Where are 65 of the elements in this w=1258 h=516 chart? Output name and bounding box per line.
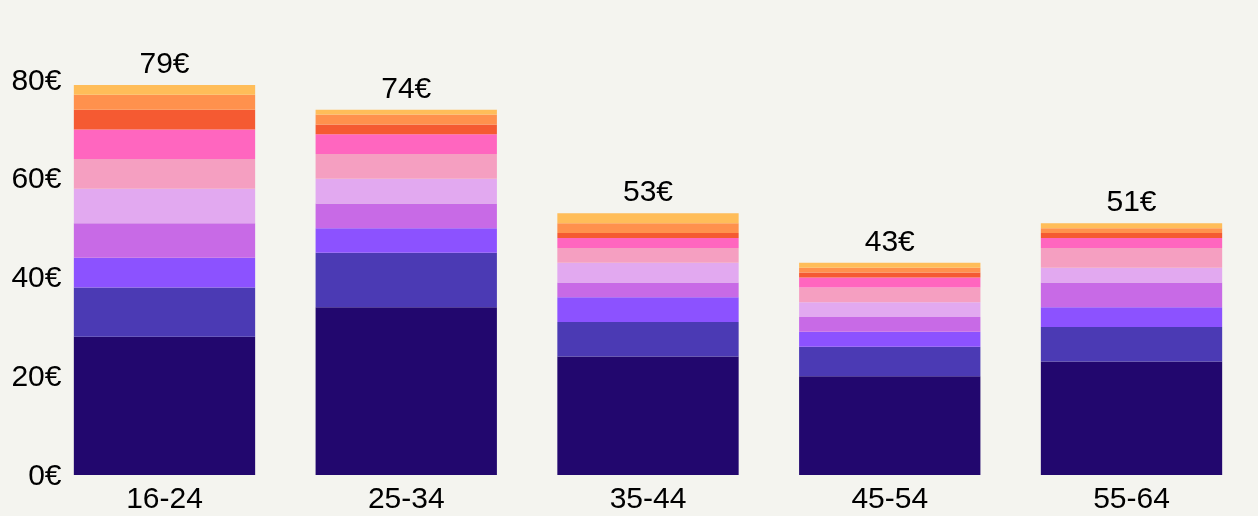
y-tick-label: 20€ xyxy=(11,358,62,392)
bar xyxy=(1040,361,1223,475)
bar xyxy=(1040,238,1223,248)
bar xyxy=(799,277,981,288)
y-tick-label: 80€ xyxy=(11,62,62,96)
bar xyxy=(799,302,981,317)
bar xyxy=(557,262,739,283)
bar xyxy=(73,129,256,159)
bar xyxy=(315,252,497,308)
bar xyxy=(1040,326,1223,362)
bar xyxy=(315,307,497,475)
bar xyxy=(73,94,256,110)
bar xyxy=(315,178,497,204)
bar xyxy=(73,109,256,130)
bar xyxy=(799,287,981,303)
x-tick-label: 25-34 xyxy=(367,480,445,514)
bar xyxy=(315,109,497,115)
bar xyxy=(1040,233,1223,238)
bar xyxy=(1040,282,1223,308)
bar xyxy=(315,124,497,135)
bar xyxy=(557,247,739,263)
bar xyxy=(73,84,256,95)
bar xyxy=(1040,307,1223,327)
bar xyxy=(799,331,981,347)
y-tick-label: 0€ xyxy=(28,457,62,491)
bar xyxy=(315,228,497,253)
bar xyxy=(799,272,981,278)
total-label: 43€ xyxy=(864,223,916,257)
total-label: 51€ xyxy=(1106,184,1157,218)
bar xyxy=(799,376,981,475)
bar xyxy=(799,346,981,377)
bar xyxy=(799,267,981,273)
bar xyxy=(799,262,981,268)
bar xyxy=(557,321,739,357)
bar xyxy=(73,188,256,224)
total-label: 74€ xyxy=(381,70,432,104)
bar xyxy=(315,203,497,229)
bar xyxy=(799,317,981,332)
bar xyxy=(557,233,739,238)
bar xyxy=(73,223,256,258)
bar xyxy=(73,159,256,189)
y-tick-label: 40€ xyxy=(11,260,62,293)
bar xyxy=(315,114,497,125)
x-tick-label: 16-24 xyxy=(126,480,203,514)
x-tick-label: 35-44 xyxy=(609,480,687,514)
bar xyxy=(315,134,497,155)
bar xyxy=(557,213,739,224)
x-tick-label: 55-64 xyxy=(1093,480,1170,514)
bar xyxy=(557,282,739,298)
bar xyxy=(557,356,739,475)
total-label: 79€ xyxy=(139,45,190,79)
bar xyxy=(557,223,739,234)
x-tick-label: 45-54 xyxy=(851,480,929,514)
bar xyxy=(73,336,256,475)
bar xyxy=(73,257,256,288)
bar xyxy=(73,287,256,337)
y-tick-label: 60€ xyxy=(11,161,62,195)
bar xyxy=(1040,247,1223,268)
bar xyxy=(1040,228,1223,234)
total-label: 53€ xyxy=(622,174,674,208)
bar xyxy=(1040,223,1223,229)
bar xyxy=(557,238,739,248)
bar xyxy=(315,154,497,179)
bar xyxy=(557,297,739,322)
bar xyxy=(1040,267,1223,283)
